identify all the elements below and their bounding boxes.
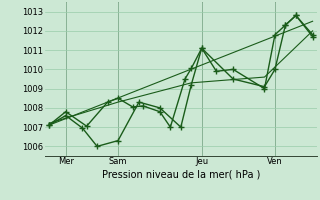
X-axis label: Pression niveau de la mer( hPa ): Pression niveau de la mer( hPa ) bbox=[102, 169, 260, 179]
